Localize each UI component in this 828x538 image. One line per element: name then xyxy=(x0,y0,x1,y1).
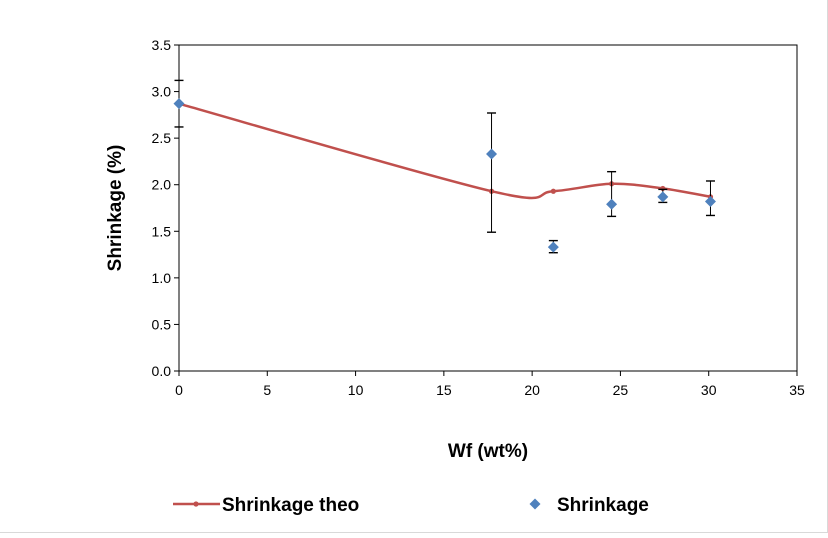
y-tick-label: 2.0 xyxy=(152,177,172,193)
legend-diamond-swatch xyxy=(529,498,541,510)
x-tick-label: 10 xyxy=(348,382,364,398)
y-axis-title: Shrinkage (%) xyxy=(105,145,126,272)
series-point-shrinkage-theo xyxy=(550,188,556,194)
legend-line-marker xyxy=(193,501,199,507)
y-tick-label: 0.5 xyxy=(152,316,172,332)
series-layer xyxy=(173,79,716,254)
plot-area-border xyxy=(178,44,798,372)
x-tick-label: 25 xyxy=(613,382,629,398)
axes-layer: 0.0 0.5 1.0 1.5 2.0 2.5 3.0 3.5 0 5 10 15 20 25 30 35 xyxy=(152,37,805,398)
y-tick-label: 0.0 xyxy=(152,363,172,379)
x-tick-label: 5 xyxy=(263,382,271,398)
series-point-shrinkage xyxy=(486,148,498,160)
x-tick-label: 35 xyxy=(789,382,805,398)
series-line-shrinkage-theo xyxy=(178,102,711,200)
y-tick-label: 2.5 xyxy=(152,130,172,146)
series-point-shrinkage xyxy=(704,195,716,207)
legend-item-shrinkage: Shrinkage xyxy=(529,495,649,516)
x-tick-label: 15 xyxy=(436,382,452,398)
x-tick-label: 0 xyxy=(175,382,183,398)
x-tick-label: 20 xyxy=(524,382,540,398)
x-axis-title: Wf (wt%) xyxy=(448,441,528,462)
legend-item-shrinkage-theo: Shrinkage theo xyxy=(173,495,359,516)
x-tick-label: 30 xyxy=(701,382,717,398)
series-point-shrinkage xyxy=(547,241,559,253)
series-point-shrinkage xyxy=(173,98,185,110)
legend-label-shrinkage-theo: Shrinkage theo xyxy=(222,495,359,516)
series-point-shrinkage xyxy=(606,198,618,210)
y-tick-label: 3.0 xyxy=(152,84,172,100)
legend: Shrinkage theo Shrinkage xyxy=(173,495,649,516)
y-tick-label: 1.0 xyxy=(152,270,172,286)
y-tick-label: 3.5 xyxy=(152,37,172,53)
legend-label-shrinkage: Shrinkage xyxy=(557,495,649,516)
y-tick-label: 1.5 xyxy=(152,223,172,239)
series-point-shrinkage xyxy=(657,191,669,203)
